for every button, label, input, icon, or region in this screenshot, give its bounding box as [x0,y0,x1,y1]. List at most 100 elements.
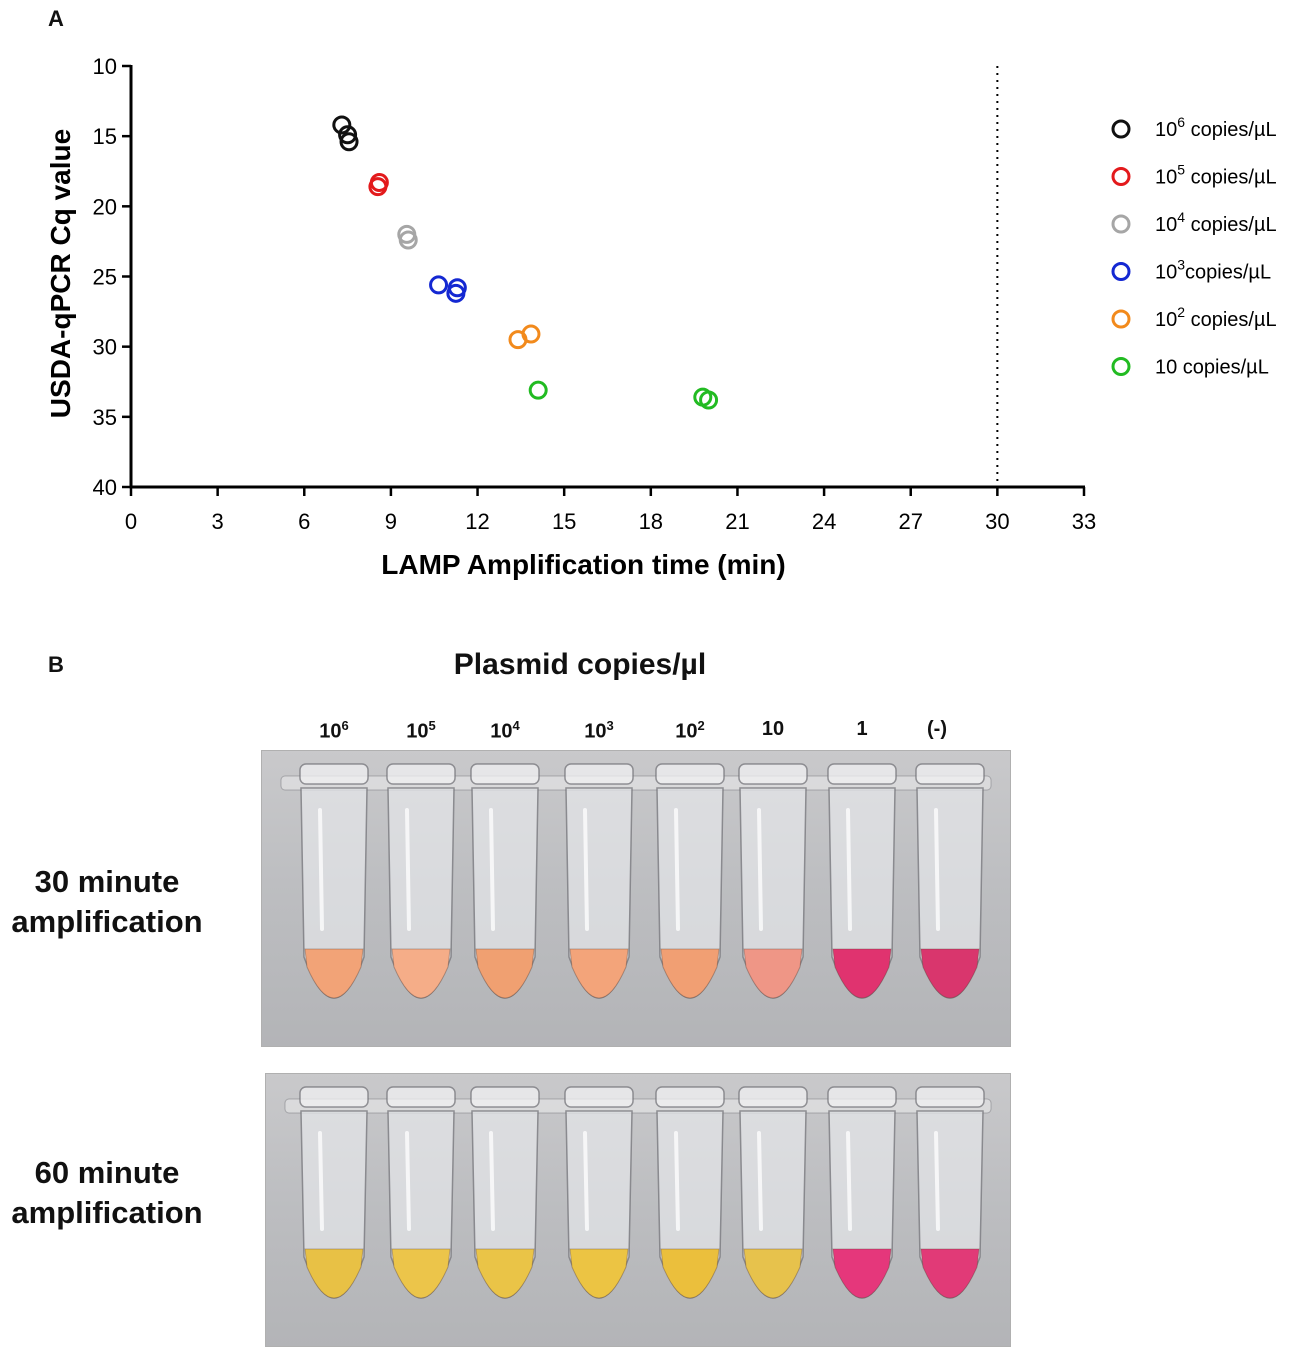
x-axis-label: LAMP Amplification time (min) [381,549,785,580]
legend-marker [1111,357,1131,376]
tube-liquid [304,1248,364,1299]
tube-liquid [391,1248,451,1299]
tube [386,763,456,999]
tube-highlight [934,1131,940,1231]
tube [299,1086,369,1299]
x-tick-label: 0 [125,509,137,534]
data-point [699,390,719,410]
tube-highlight [674,1131,680,1231]
tube-highlight [583,1131,589,1231]
tube-strip-band [280,775,992,791]
tube-highlight [583,808,589,931]
y-tick-label: 15 [93,124,117,149]
y-axis-label: USDA-qPCR Cq value [45,129,76,418]
tube [827,1086,897,1299]
legend-label: 103copies/µL [1155,257,1271,284]
tube-photo-30-min [261,750,1011,1047]
tube-liquid [660,1248,720,1299]
y-tick-label: 25 [93,265,117,290]
data-point [398,230,418,250]
tube-cap [564,763,634,785]
y-tick-label: 40 [93,475,117,500]
x-tick-label: 6 [298,509,310,534]
tube-liquid [920,948,980,999]
legend-label: 105 copies/µL [1155,162,1277,189]
data-point [332,115,352,135]
tube [564,763,634,999]
tube-cap [386,1086,456,1108]
row-label-30-min: 30 minute amplification [0,862,222,942]
tube-liquid [569,1248,629,1299]
tube-cap [915,1086,985,1108]
tube-highlight [757,1131,763,1231]
x-tick-label: 3 [212,509,224,534]
data-point [521,324,541,344]
data-point [446,283,466,303]
data-point [528,380,548,400]
x-tick-label: 24 [812,509,836,534]
tube-highlight [489,808,495,931]
legend-label: 104 copies/µL [1155,209,1277,236]
tube-cap [299,1086,369,1108]
tube-highlight [318,1131,324,1231]
legend-marker [1111,262,1131,281]
tube [827,763,897,999]
panel-b-title: Plasmid copies/µl [453,648,707,681]
tube [299,763,369,999]
y-tick-label: 35 [93,405,117,430]
y-tick-label: 10 [93,54,117,79]
column-label: 10 [761,718,785,740]
column-label: 103 [584,718,614,743]
panel-b-label: B [48,652,64,677]
tube [386,1086,456,1299]
tube-cap [299,763,369,785]
tube [738,763,808,999]
tube-liquid [832,948,892,999]
row-label-line2: amplification [11,1195,203,1230]
data-point [368,177,388,197]
column-label: 1 [856,718,868,740]
tube-liquid [475,1248,535,1299]
panel-a-label: A [48,6,64,31]
legend-marker [1111,214,1131,234]
tube [470,763,540,999]
tube-cap [738,763,808,785]
scatter-chart: 0 3 6 9 12 15 18 21 24 27 30 33 10 15 20 25 30 35 40 LAMP A… [45,54,1277,580]
tube-liquid [832,1248,892,1299]
data-point [429,275,449,295]
tube-strip-band [284,1098,992,1114]
row-label-line2: amplification [11,904,203,939]
row-label-60-min: 60 minute amplification [0,1153,222,1233]
x-tick-label: 30 [985,509,1009,534]
tube-highlight [757,808,763,931]
column-label: 106 [319,718,349,743]
tube [564,1086,634,1299]
x-tick-label: 15 [552,509,576,534]
tube-cap [915,763,985,785]
tube-highlight [674,808,680,931]
tube [655,763,725,999]
column-label: 105 [406,718,436,743]
x-tick-label: 33 [1072,509,1096,534]
tube-liquid [569,948,629,999]
legend-marker [1111,167,1131,186]
row-label-line1: 30 minute [34,864,180,899]
tube-photo-60-min [265,1073,1011,1347]
column-label: 102 [675,718,705,743]
tube-liquid [475,948,535,999]
tube-cap [564,1086,634,1108]
tube-highlight [489,1131,495,1231]
legend-marker [1111,119,1131,139]
x-tick-label: 18 [639,509,663,534]
data-point [339,132,359,152]
y-tick-label: 30 [93,335,117,360]
tube-liquid [304,948,364,999]
tube-highlight [318,808,324,931]
column-label: (-) [927,718,947,740]
tube-highlight [405,808,411,931]
row-label-line1: 60 minute [34,1155,180,1190]
tube-highlight [846,808,852,931]
legend-label: 106 copies/µL [1155,114,1277,141]
legend-label: 10 copies/µL [1155,357,1269,379]
x-tick-label: 21 [725,509,749,534]
